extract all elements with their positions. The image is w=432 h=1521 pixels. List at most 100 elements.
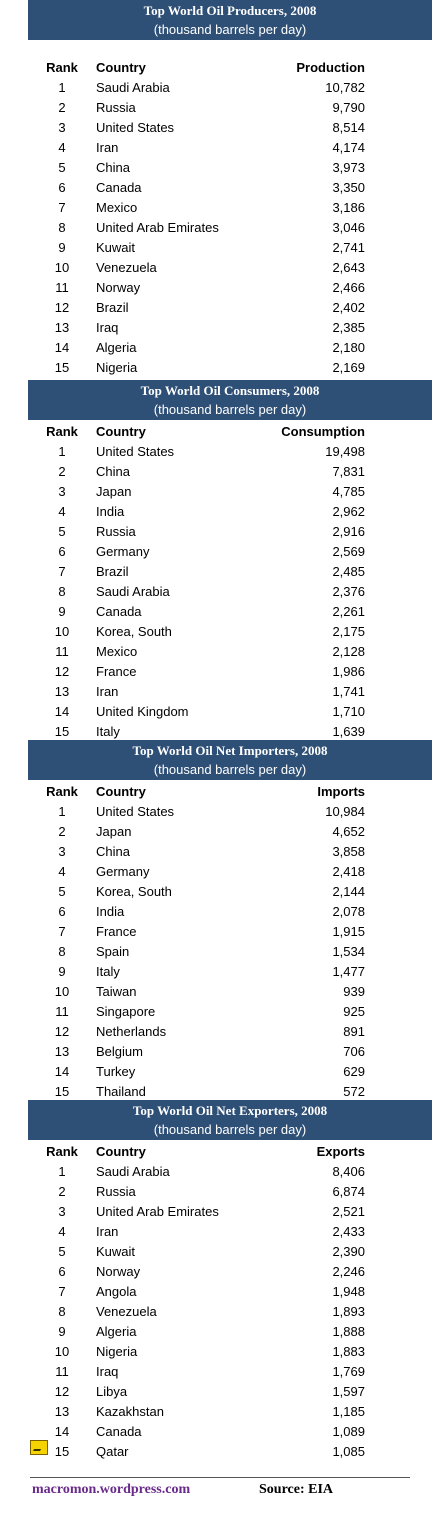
table-title: Top World Oil Consumers, 2008 [140, 383, 320, 398]
country-cell: Canada [96, 180, 142, 195]
country-header: Country [96, 424, 146, 439]
rank-cell: 11 [55, 1004, 69, 1019]
value-cell: 2,643 [332, 260, 365, 275]
rank-cell: 8 [58, 944, 66, 959]
footer-site[interactable]: macromon.wordpress.com [32, 1482, 191, 1497]
value-cell: 1,893 [332, 1304, 365, 1319]
value-cell: 8,406 [332, 1164, 365, 1179]
value-cell: 2,466 [332, 280, 365, 295]
table-subtitle: (thousand barrels per day) [153, 402, 307, 417]
rank-cell: 10 [54, 1344, 70, 1359]
table-row: 1 United States 10,984 [0, 802, 432, 822]
smart-tag-icon[interactable] [30, 1440, 48, 1455]
table-row: 8 Saudi Arabia 2,376 [0, 582, 432, 602]
table-header-row: Rank Country Imports [0, 782, 432, 802]
country-cell: Iraq [96, 320, 119, 335]
country-cell: Korea, South [96, 884, 172, 899]
value-cell: 572 [343, 1084, 365, 1099]
table-row: 5 Russia 2,916 [0, 522, 432, 542]
country-header: Country [96, 1144, 146, 1159]
table-row: 9 Kuwait 2,741 [0, 238, 432, 258]
country-cell: Russia [96, 1184, 136, 1199]
country-cell: Angola [96, 1284, 137, 1299]
country-cell: China [96, 464, 130, 479]
value-cell: 1,710 [332, 704, 365, 719]
table-row: 13 Belgium 706 [0, 1042, 432, 1062]
country-cell: United Arab Emirates [96, 220, 219, 235]
value-header: Imports [317, 784, 365, 799]
rank-cell: 6 [58, 180, 66, 195]
table-row: 6 Germany 2,569 [0, 542, 432, 562]
footer-divider [30, 1477, 410, 1478]
table-banner: Top World Oil Producers, 2008 (thousand b… [28, 0, 432, 40]
table-row: 15 Qatar 1,085 [0, 1442, 432, 1462]
rank-cell: 7 [58, 1284, 66, 1299]
rank-cell: 4 [58, 504, 66, 519]
rank-cell: 8 [58, 584, 66, 599]
rank-cell: 6 [58, 904, 66, 919]
value-cell: 1,639 [332, 724, 365, 739]
rank-cell: 6 [58, 544, 66, 559]
table-header-row: Rank Country Consumption [0, 422, 432, 442]
table-row: 12 Netherlands 891 [0, 1022, 432, 1042]
value-cell: 891 [343, 1024, 365, 1039]
country-cell: France [96, 664, 137, 679]
table-row: 13 Iran 1,741 [0, 682, 432, 702]
table-row: 11 Mexico 2,128 [0, 642, 432, 662]
value-cell: 2,433 [332, 1224, 365, 1239]
rank-cell: 2 [58, 824, 66, 839]
table-row: 14 United Kingdom 1,710 [0, 702, 432, 722]
value-header: Production [296, 60, 365, 75]
rank-cell: 9 [58, 964, 66, 979]
country-cell: Iraq [96, 1364, 119, 1379]
country-cell: France [96, 924, 137, 939]
rank-header: Rank [46, 1144, 78, 1159]
country-cell: Italy [96, 964, 120, 979]
country-cell: Iran [96, 1224, 119, 1239]
rank-cell: 4 [58, 140, 66, 155]
rank-cell: 14 [54, 1424, 70, 1439]
rank-cell: 7 [58, 564, 66, 579]
value-cell: 3,186 [332, 200, 365, 215]
country-cell: United States [96, 120, 175, 135]
table-row: 7 Brazil 2,485 [0, 562, 432, 582]
rank-cell: 11 [55, 1364, 69, 1379]
table-row: 13 Kazakhstan 1,185 [0, 1402, 432, 1422]
rank-cell: 10 [54, 260, 70, 275]
country-cell: Japan [96, 484, 132, 499]
table-row: 6 India 2,078 [0, 902, 432, 922]
rank-cell: 2 [58, 100, 66, 115]
table-subtitle: (thousand barrels per day) [153, 1122, 307, 1137]
table-row: 2 Russia 9,790 [0, 98, 432, 118]
country-cell: Canada [96, 1424, 142, 1439]
value-cell: 2,078 [332, 904, 365, 919]
rank-header: Rank [46, 424, 78, 439]
country-cell: United Kingdom [96, 704, 189, 719]
table-row: 4 Germany 2,418 [0, 862, 432, 882]
country-cell: Iran [96, 140, 119, 155]
rank-cell: 2 [58, 464, 66, 479]
value-cell: 1,534 [332, 944, 365, 959]
rank-cell: 13 [54, 684, 70, 699]
rank-cell: 9 [58, 240, 66, 255]
country-cell: Taiwan [96, 984, 137, 999]
value-cell: 2,569 [332, 544, 365, 559]
rank-cell: 8 [58, 220, 66, 235]
table-row: 7 France 1,915 [0, 922, 432, 942]
rank-cell: 2 [58, 1184, 66, 1199]
country-cell: Singapore [96, 1004, 156, 1019]
value-cell: 1,888 [332, 1324, 365, 1339]
value-cell: 1,986 [332, 664, 365, 679]
table-row: 2 China 7,831 [0, 462, 432, 482]
table-row: 9 Algeria 1,888 [0, 1322, 432, 1342]
table-row: 8 United Arab Emirates 3,046 [0, 218, 432, 238]
rank-cell: 4 [58, 864, 66, 879]
table-row: 2 Russia 6,874 [0, 1182, 432, 1202]
table-banner: Top World Oil Net Importers, 2008 (thousa… [28, 740, 432, 780]
country-cell: Japan [96, 824, 132, 839]
rank-cell: 1 [58, 444, 66, 459]
country-cell: Kuwait [96, 1244, 136, 1259]
country-cell: Germany [96, 544, 150, 559]
value-cell: 2,916 [332, 524, 365, 539]
country-cell: Korea, South [96, 624, 172, 639]
